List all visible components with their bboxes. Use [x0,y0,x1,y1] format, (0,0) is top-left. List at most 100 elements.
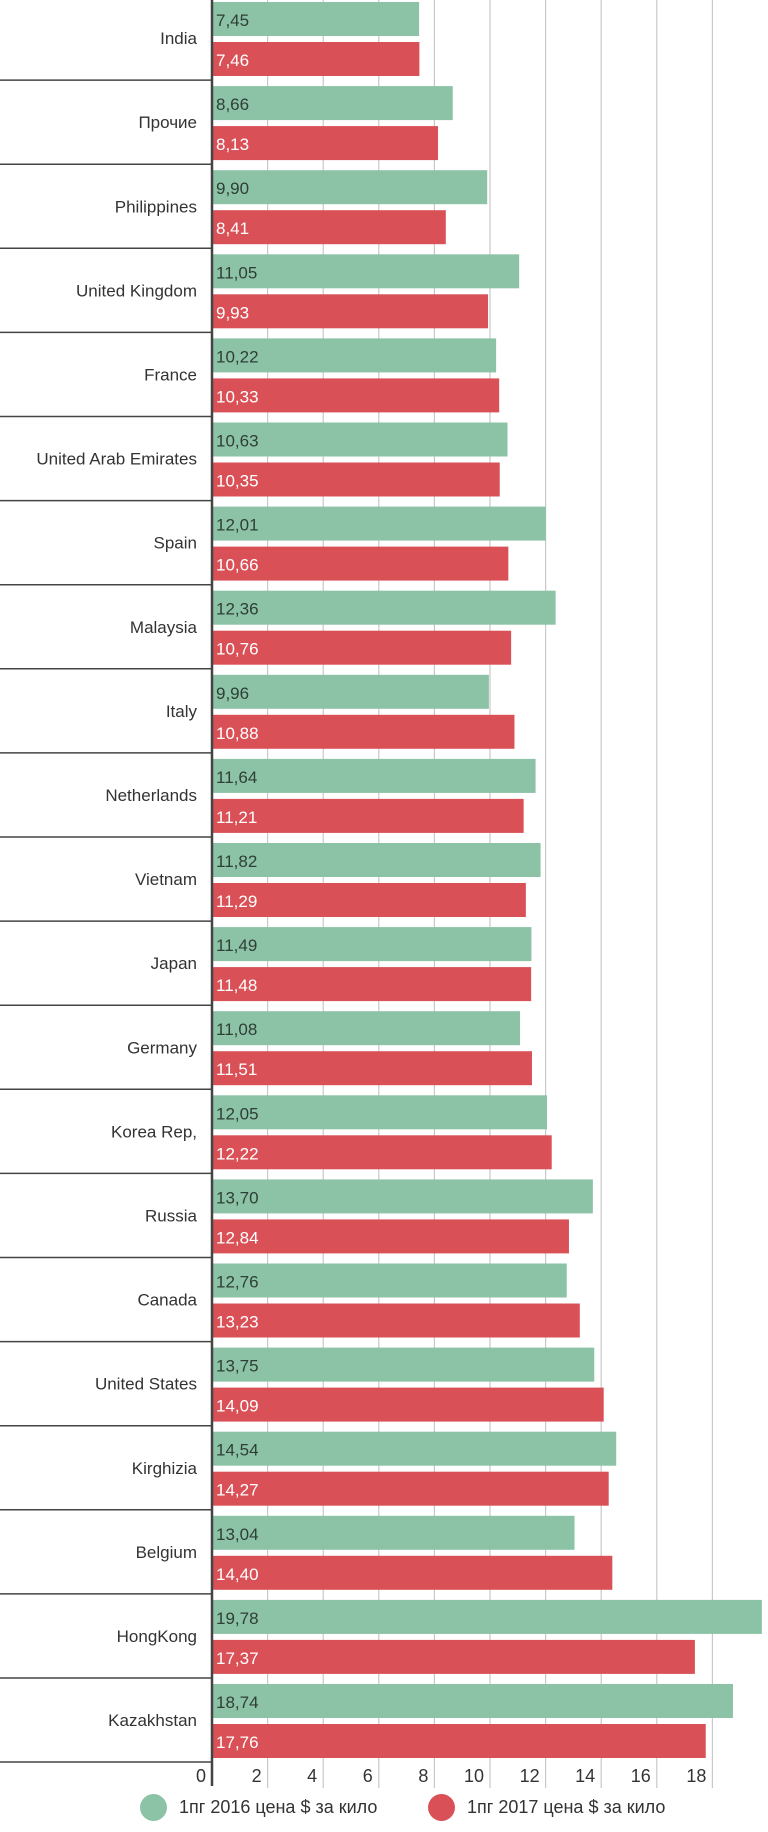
data-label: 11,21 [216,808,257,827]
category-label: Kazakhstan [108,1711,197,1730]
data-label: 12,76 [216,1273,259,1292]
category-label: Philippines [115,197,197,216]
category-label: HongKong [117,1627,197,1646]
bar [212,758,536,793]
data-label: 11,82 [216,852,257,871]
category-label: Malaysia [130,618,198,637]
category-label: Italy [166,702,198,721]
data-label: 9,93 [216,303,249,322]
x-tick-label: 6 [363,1766,373,1786]
data-label: 10,88 [216,724,259,743]
data-label: 14,09 [216,1397,259,1416]
bar [212,126,439,161]
bar [212,378,500,413]
bar [212,1639,695,1674]
bar [212,1303,580,1338]
bar [212,86,453,121]
x-tick-label: 2 [252,1766,262,1786]
x-tick-label: 14 [575,1766,595,1786]
data-label: 7,45 [216,11,249,30]
data-label: 12,84 [216,1228,259,1247]
bar [212,170,488,205]
x-tick-label: 10 [464,1766,484,1786]
category-label: Netherlands [105,786,197,805]
category-label: Canada [137,1291,197,1310]
data-label: 8,41 [216,219,249,238]
category-label: Belgium [136,1543,197,1562]
data-label: 19,78 [216,1609,259,1628]
data-label: 11,05 [216,263,257,282]
bar [212,210,446,245]
data-label: 11,08 [216,1020,257,1039]
bar [212,883,526,917]
category-label: India [160,29,197,48]
data-label: 12,36 [216,600,259,619]
data-label: 7,46 [216,51,249,70]
bar [212,2,420,36]
bar [212,630,512,665]
data-label: 13,04 [216,1525,259,1544]
bar [212,254,520,289]
legend-label: 1пг 2017 цена $ за кило [467,1797,666,1817]
bar [212,714,515,749]
data-label: 18,74 [216,1693,259,1712]
bar [212,843,541,877]
bar [212,927,532,962]
data-label: 14,27 [216,1481,259,1500]
data-label: 17,37 [216,1649,259,1668]
bar [212,1471,609,1506]
category-label: Kirghizia [132,1459,198,1478]
data-label: 10,22 [216,347,259,366]
bar [212,590,556,625]
legend-swatch-green [140,1794,167,1821]
data-label: 13,75 [216,1357,259,1376]
bar [212,1599,762,1634]
data-label: 11,29 [216,892,257,911]
bar [212,462,500,497]
bar [212,1431,617,1466]
bar [212,422,508,457]
data-label: 13,23 [216,1313,259,1332]
bar [212,967,532,1002]
bar [212,1011,521,1046]
data-label: 10,35 [216,472,259,491]
legend-label: 1пг 2016 цена $ за кило [179,1797,378,1817]
bar [212,1515,575,1550]
bar [212,546,509,581]
data-label: 12,01 [216,516,259,535]
data-label: 10,66 [216,556,259,575]
category-label: Korea Rep, [111,1122,197,1141]
data-label: 11,64 [216,768,257,787]
data-label: 8,66 [216,95,249,114]
bar [212,1387,604,1422]
legend: 1пг 2016 цена $ за кило 1пг 2017 цена $ … [0,1794,768,1822]
data-label: 11,49 [216,936,257,955]
data-label: 17,76 [216,1733,259,1752]
data-label: 13,70 [216,1188,259,1207]
bar [212,1555,613,1590]
x-tick-label: 12 [520,1766,540,1786]
bar [212,294,489,329]
bar [212,506,546,541]
data-label: 10,63 [216,432,259,451]
data-label: 9,90 [216,179,249,198]
category-label: Japan [151,954,197,973]
data-label: 14,54 [216,1441,259,1460]
data-label: 11,48 [216,976,257,995]
bar [212,674,489,709]
bar [212,1724,706,1758]
bar [212,1095,547,1130]
data-label: 10,76 [216,640,259,659]
x-tick-label: 8 [418,1766,428,1786]
bar [212,1219,569,1254]
bar [212,1051,532,1086]
bar [212,42,420,76]
bar [212,338,497,373]
category-label: United Arab Emirates [36,450,197,469]
data-label: 14,40 [216,1565,259,1584]
data-label: 12,22 [216,1144,259,1163]
data-label: 10,33 [216,387,259,406]
bar [212,1347,595,1382]
data-label: 11,51 [216,1060,257,1079]
